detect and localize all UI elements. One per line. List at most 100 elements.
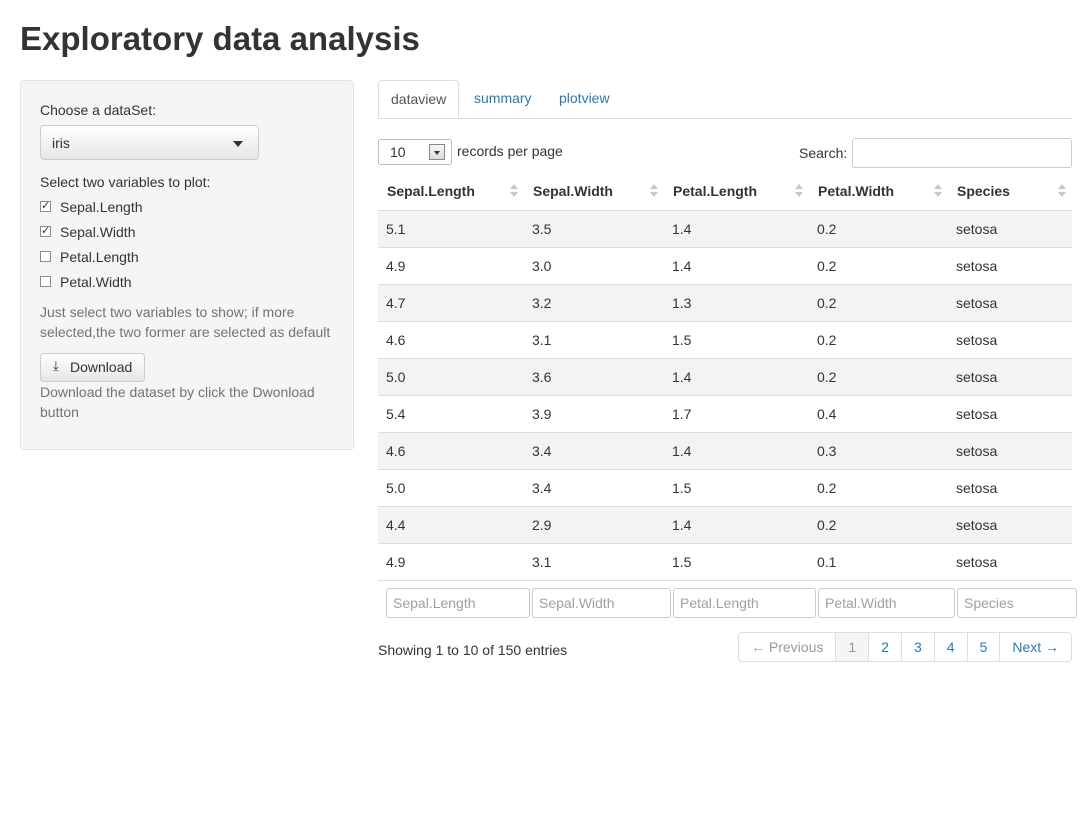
sort-icon: [650, 184, 658, 198]
dataset-label: Choose a dataSet:: [40, 102, 156, 118]
tab-summary[interactable]: summary: [474, 90, 532, 106]
table-cell: 0.2: [809, 210, 948, 248]
tab-plotview[interactable]: plotview: [559, 90, 610, 106]
table-cell: 0.4: [809, 395, 948, 433]
checkbox-label: Petal.Length: [60, 249, 139, 265]
table-cell: setosa: [948, 284, 1072, 322]
table-cell: 0.1: [809, 543, 948, 581]
table-cell: setosa: [948, 543, 1072, 581]
table-cell: 5.0: [378, 469, 524, 507]
table-cell: 1.7: [664, 395, 809, 433]
checkbox-box[interactable]: [40, 276, 51, 287]
download-button[interactable]: ⤓ Download: [40, 353, 145, 382]
column-header-sepal-width[interactable]: Sepal.Width: [524, 172, 664, 211]
data-table: Sepal.Length Sepal.Width Petal.Length Pe…: [378, 172, 1072, 581]
table-cell: setosa: [948, 321, 1072, 359]
table-cell: 1.5: [664, 321, 809, 359]
table-cell: 4.6: [378, 321, 524, 359]
select-help-text: Just select two variables to show; if mo…: [40, 304, 331, 340]
table-cell: 4.4: [378, 506, 524, 544]
table-cell: 1.5: [664, 469, 809, 507]
filter-species-input[interactable]: [957, 588, 1077, 618]
sort-icon: [1058, 184, 1066, 198]
pagination: ← Previous 1 2 3 4 5 Next →: [738, 632, 1073, 662]
table-cell: 5.1: [378, 210, 524, 248]
table-header-row: Sepal.Length Sepal.Width Petal.Length Pe…: [378, 172, 1072, 211]
checkbox-box[interactable]: [40, 224, 51, 237]
table-row: 4.6 3.4 1.4 0.3 setosa: [378, 432, 1072, 470]
table-cell: setosa: [948, 358, 1072, 396]
tab-dataview[interactable]: dataview: [378, 80, 460, 118]
table-row: 4.6 3.1 1.5 0.2 setosa: [378, 321, 1072, 359]
next-page-button[interactable]: Next →: [999, 633, 1071, 661]
table-cell: setosa: [948, 247, 1072, 285]
column-header-sepal-length[interactable]: Sepal.Length: [378, 172, 524, 211]
download-help-text: Download the dataset by click the Dwonlo…: [40, 384, 315, 420]
dataset-select-value: iris: [52, 135, 70, 151]
table-cell: 1.4: [664, 247, 809, 285]
filter-petal-width-input[interactable]: [818, 588, 955, 618]
table-cell: setosa: [948, 395, 1072, 433]
checkbox-box[interactable]: [40, 251, 51, 262]
table-cell: 0.2: [809, 247, 948, 285]
table-cell: 3.6: [524, 358, 664, 396]
checkbox-box[interactable]: [40, 199, 51, 212]
table-cell: 1.4: [664, 432, 809, 470]
table-info-text: Showing 1 to 10 of 150 entries: [378, 642, 568, 658]
column-header-species[interactable]: Species: [948, 172, 1072, 211]
column-header-petal-width[interactable]: Petal.Width: [809, 172, 948, 211]
page-button-5[interactable]: 5: [966, 633, 1000, 661]
table-cell: setosa: [948, 506, 1072, 544]
filter-sepal-width-input[interactable]: [532, 588, 671, 618]
table-cell: 0.2: [809, 358, 948, 396]
page-button-4[interactable]: 4: [933, 633, 967, 661]
filter-sepal-length-input[interactable]: [386, 588, 530, 618]
page-button-1[interactable]: 1: [835, 633, 869, 661]
table-cell: 3.5: [524, 210, 664, 248]
checkbox-label: Sepal.Length: [60, 199, 143, 215]
download-icon: ⤓: [53, 359, 59, 374]
filter-petal-length-input[interactable]: [673, 588, 816, 618]
dataset-select[interactable]: iris: [40, 125, 259, 160]
table-cell: 2.9: [524, 506, 664, 544]
records-per-page-label: records per page: [457, 143, 563, 159]
table-cell: setosa: [948, 432, 1072, 470]
sort-icon: [510, 184, 518, 198]
search-input[interactable]: [852, 138, 1072, 168]
table-row: 5.1 3.5 1.4 0.2 setosa: [378, 210, 1072, 248]
sidebar-panel: Choose a dataSet: iris Select two variab…: [20, 80, 354, 450]
page-title: Exploratory data analysis: [20, 20, 420, 57]
dropdown-arrow-icon[interactable]: [429, 144, 445, 160]
checkbox-label: Petal.Width: [60, 274, 132, 290]
table-row: 4.4 2.9 1.4 0.2 setosa: [378, 506, 1072, 544]
table-cell: setosa: [948, 469, 1072, 507]
table-cell: 3.1: [524, 543, 664, 581]
table-cell: 0.3: [809, 432, 948, 470]
table-cell: 3.4: [524, 469, 664, 507]
tab-bar: dataview summary plotview: [378, 80, 1072, 119]
column-header-petal-length[interactable]: Petal.Length: [664, 172, 809, 211]
table-cell: 5.4: [378, 395, 524, 433]
table-cell: 3.2: [524, 284, 664, 322]
previous-page-button[interactable]: ← Previous: [751, 639, 824, 655]
table-cell: 0.2: [809, 321, 948, 359]
table-cell: 3.9: [524, 395, 664, 433]
table-cell: 4.9: [378, 543, 524, 581]
page-button-3[interactable]: 3: [900, 633, 934, 661]
table-row: 5.4 3.9 1.7 0.4 setosa: [378, 395, 1072, 433]
table-cell: 4.6: [378, 432, 524, 470]
table-cell: 4.9: [378, 247, 524, 285]
records-per-page-select[interactable]: 10: [378, 139, 452, 165]
table-cell: 5.0: [378, 358, 524, 396]
table-row: 4.7 3.2 1.3 0.2 setosa: [378, 284, 1072, 322]
records-per-page-value: 10: [390, 144, 406, 160]
table-row: 5.0 3.4 1.5 0.2 setosa: [378, 469, 1072, 507]
table-cell: 4.7: [378, 284, 524, 322]
table-row: 4.9 3.0 1.4 0.2 setosa: [378, 247, 1072, 285]
table-cell: 1.5: [664, 543, 809, 581]
table-cell: 1.4: [664, 210, 809, 248]
table-cell: 3.1: [524, 321, 664, 359]
page-button-2[interactable]: 2: [868, 633, 901, 661]
column-header-label: Sepal.Width: [533, 182, 613, 199]
table-cell: 0.2: [809, 506, 948, 544]
